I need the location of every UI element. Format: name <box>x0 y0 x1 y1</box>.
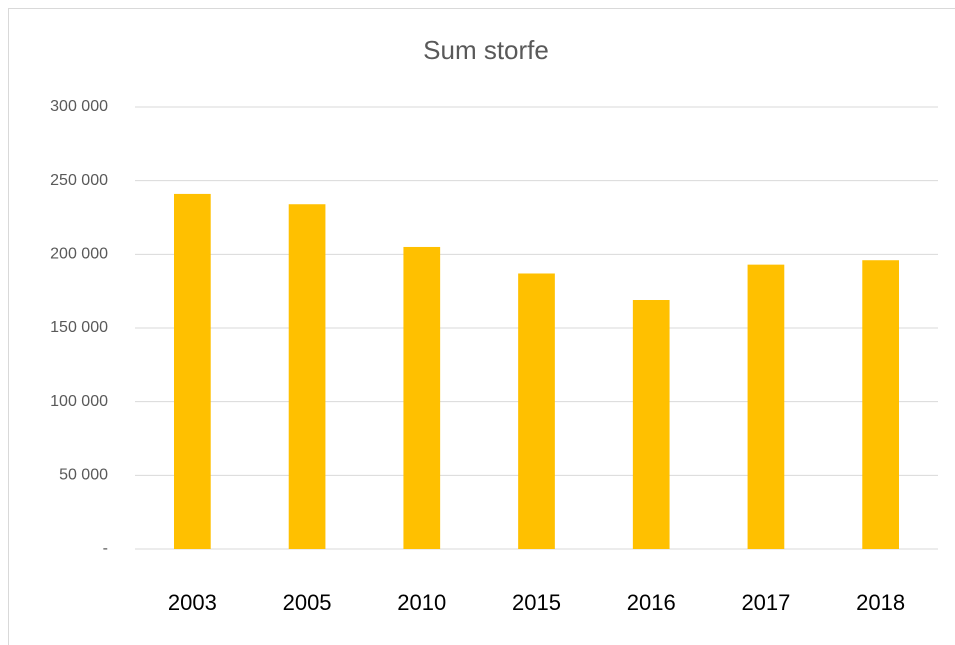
x-tick-label: 2005 <box>283 590 332 615</box>
y-tick-label: - <box>103 540 108 557</box>
y-tick-label: 250 000 <box>50 172 108 189</box>
y-tick-label: 50 000 <box>59 467 108 484</box>
bar <box>632 300 670 549</box>
x-tick-label: 2010 <box>397 590 446 615</box>
bar <box>747 264 785 549</box>
y-tick-label: 100 000 <box>50 393 108 410</box>
bar <box>518 273 555 549</box>
chart-frame <box>8 8 955 645</box>
x-tick-label: 2016 <box>627 590 676 615</box>
bar <box>403 246 441 549</box>
bar <box>288 204 326 550</box>
chart-title: Sum storfe <box>423 35 549 65</box>
x-tick-label: 2018 <box>856 590 905 615</box>
y-tick-label: 200 000 <box>50 246 108 263</box>
x-tick-label: 2017 <box>741 590 790 615</box>
y-tick-label: 300 000 <box>50 98 108 115</box>
x-tick-label: 2003 <box>168 590 217 615</box>
y-tick-label: 150 000 <box>50 319 108 336</box>
bar <box>862 260 899 549</box>
bar <box>174 193 211 549</box>
x-tick-label: 2015 <box>512 590 561 615</box>
